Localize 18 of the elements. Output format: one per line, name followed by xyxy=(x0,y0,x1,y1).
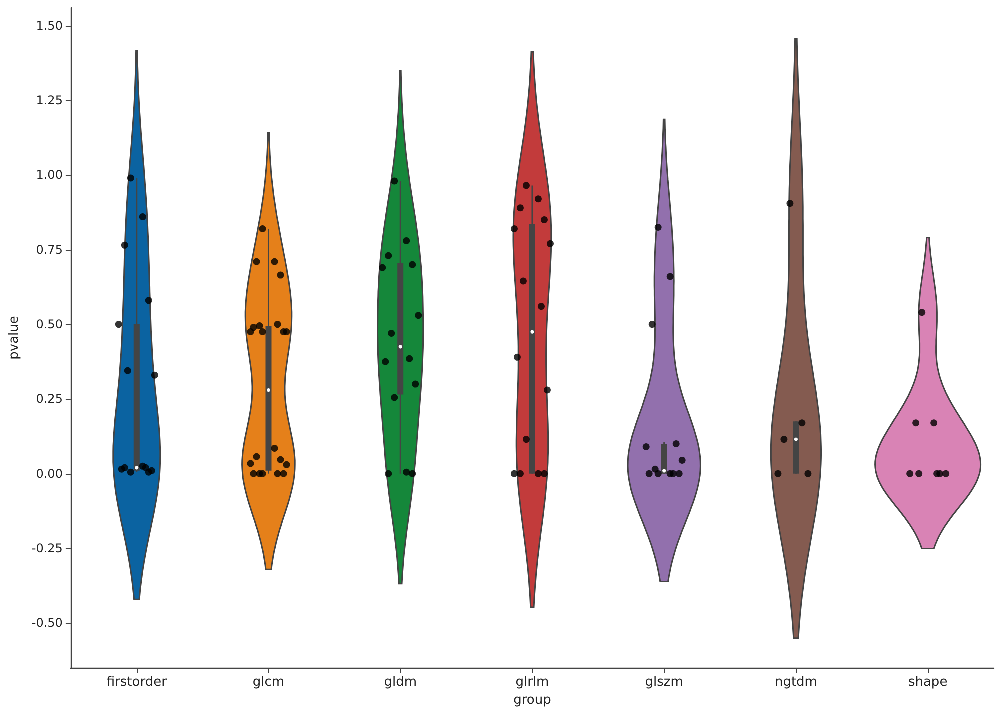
x-tick-label: firstorder xyxy=(106,675,168,690)
x-axis-title: group xyxy=(514,692,552,708)
y-tick-label: -0.50 xyxy=(32,616,63,630)
y-axis-title: pvalue xyxy=(7,316,22,360)
y-tick-label: 0.50 xyxy=(36,318,63,332)
x-tick-label: shape xyxy=(908,675,948,690)
y-tick-label: 1.00 xyxy=(36,168,63,182)
y-tick-label: 0.25 xyxy=(36,392,63,406)
y-tick-label: 0.00 xyxy=(36,466,63,481)
y-tick-label: 1.25 xyxy=(36,94,63,108)
x-tick-label: gldm xyxy=(384,675,417,690)
y-tick-label: -0.25 xyxy=(32,542,63,556)
x-tick-label: glcm xyxy=(252,675,285,690)
y-tick-label: 0.75 xyxy=(36,242,63,257)
x-tick-label: glrlm xyxy=(516,675,550,690)
y-tick-label: 1.50 xyxy=(36,18,63,33)
x-tick-label: glszm xyxy=(645,675,684,690)
x-tick-label: ngtdm xyxy=(774,675,818,690)
